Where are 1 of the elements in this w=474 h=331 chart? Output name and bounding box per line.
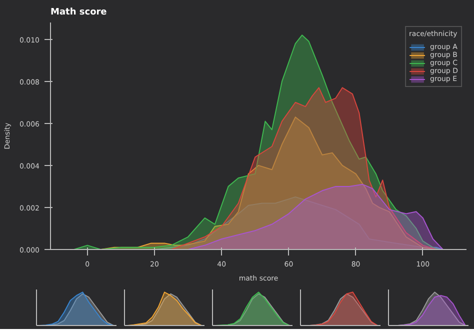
chart-title: Math score — [50, 8, 107, 18]
